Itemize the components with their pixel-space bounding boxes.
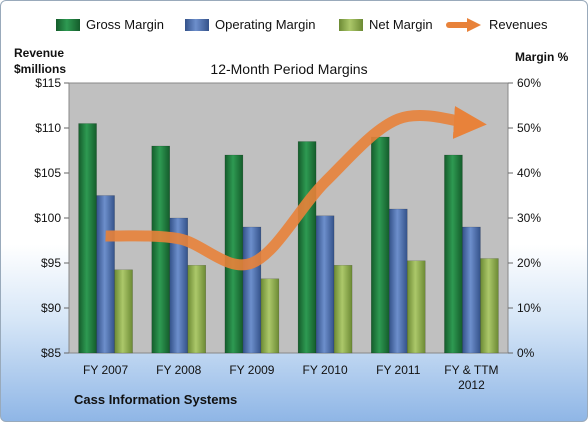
left-axis-title-line2: $millions	[14, 62, 66, 76]
right-tick-label-3: 20%	[517, 256, 541, 270]
bar-gross-margin-6	[444, 154, 463, 354]
right-tick-label-5: 40%	[517, 166, 541, 180]
bar-operating-margin-6	[462, 226, 481, 354]
bar-net-margin-1	[114, 269, 133, 354]
bar-gross-margin-4	[297, 141, 317, 354]
legend-swatch-gross	[56, 19, 80, 31]
bar-net-margin-2	[187, 265, 206, 354]
bar-net-margin-6	[480, 258, 499, 354]
plot-area	[68, 82, 509, 354]
bar-gross-margin-1	[78, 123, 97, 354]
category-label-6-line1: FY & TTM	[444, 363, 498, 377]
category-label-2: FY 2008	[156, 363, 201, 377]
legend-label-gross: Gross Margin	[86, 17, 164, 32]
right-axis-title: Margin %	[515, 50, 569, 64]
left-tick-label-5: $105	[34, 166, 61, 180]
category-label-1: FY 2007	[83, 363, 128, 377]
left-tick-label-4: $100	[34, 211, 61, 225]
legend-label-revenues: Revenues	[489, 17, 548, 32]
bar-operating-margin-3	[242, 226, 262, 354]
left-tick-label-7: $115	[35, 76, 61, 90]
footer-company-name: Cass Information Systems	[74, 392, 237, 407]
bar-operating-margin-4	[315, 215, 335, 354]
left-axis-title-line1: Revenue	[14, 46, 64, 60]
right-tick-label-4: 30%	[517, 211, 541, 225]
legend-swatch-operating	[185, 19, 209, 31]
bar-gross-margin-3	[224, 154, 244, 354]
category-label-4: FY 2010	[303, 363, 348, 377]
category-label-6-line2: 2012	[458, 378, 485, 392]
legend-label-operating: Operating Margin	[215, 17, 315, 32]
right-tick-label-6: 50%	[517, 121, 541, 135]
chart-marks: $85 $90 $95 $100 $105 $110 $115 0% 10% 20% 30% 40% 5…	[34, 76, 541, 392]
bar-net-margin-3	[260, 278, 280, 354]
right-tick-label-7: 60%	[517, 76, 541, 90]
left-tick-label-1: $85	[41, 346, 61, 360]
legend-item-net-margin: Net Margin	[339, 17, 433, 32]
legend-item-revenues: Revenues	[446, 17, 548, 32]
legend-item-operating-margin: Operating Margin	[185, 17, 315, 32]
right-tick-label-1: 0%	[517, 346, 535, 360]
left-tick-label-6: $110	[35, 121, 61, 135]
category-label-3: FY 2009	[229, 363, 274, 377]
legend-label-net: Net Margin	[369, 17, 433, 32]
revenues-line	[105, 105, 487, 271]
bar-operating-margin-1	[96, 195, 115, 354]
legend-arrow-icon	[467, 18, 481, 32]
left-tick-label-2: $90	[41, 301, 61, 315]
legend: Gross Margin Operating Margin Net Margin…	[56, 17, 548, 32]
bar-operating-margin-5	[389, 208, 408, 354]
chart-title: 12-Month Period Margins	[210, 61, 367, 77]
left-tick-label-3: $95	[41, 256, 61, 270]
bar-gross-margin-5	[371, 136, 390, 354]
legend-item-gross-margin: Gross Margin	[56, 17, 164, 32]
right-tick-label-2: 10%	[517, 301, 541, 315]
bar-net-margin-4	[333, 265, 353, 354]
category-label-5: FY 2011	[376, 363, 421, 377]
bar-gross-margin-2	[151, 145, 170, 354]
legend-swatch-net	[339, 19, 363, 31]
bar-net-margin-5	[407, 260, 426, 354]
